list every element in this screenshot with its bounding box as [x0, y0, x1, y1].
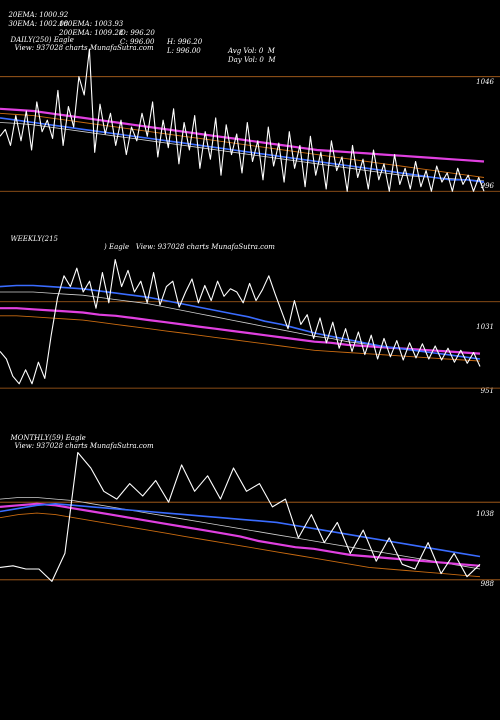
- monthly-price-line: [0, 451, 481, 582]
- monthly-tick-low: 988: [480, 580, 494, 588]
- weekly-ema-orange-line: [0, 315, 481, 362]
- monthly-ema-white-line: [0, 497, 481, 570]
- ema100-value: 100EMA: 1003.93: [59, 20, 124, 28]
- low-value: L: 996.00: [167, 47, 201, 55]
- monthly-panel-title: MONTHLY(59) Eagle: [10, 434, 86, 442]
- daily-panel-label: DAILY(250) Eagle View: 937028 charts Mun…: [6, 28, 154, 52]
- ema20-value: 20EMA: 1000.92: [8, 11, 69, 19]
- indicator-header-row2: 30EMA: 1002.08 200EMA: 1009.28 C: 996.00…: [4, 11, 275, 65]
- weekly-tick-low: 951: [480, 387, 494, 395]
- day-vol-value: Day Vol: 0 M: [228, 56, 276, 64]
- weekly-panel-source: ) Eagle View: 937028 charts MunafaSutra.…: [104, 243, 275, 251]
- monthly-ema-orange-line: [0, 512, 481, 578]
- daily-panel-source: View: 937028 charts MunafaSutra.com: [14, 44, 154, 52]
- monthly-panel-source: View: 937028 charts MunafaSutra.com: [14, 442, 154, 450]
- open-value: O: 996.20: [120, 29, 155, 37]
- weekly-price-line: [0, 259, 481, 385]
- monthly-tick-high: 1038: [476, 510, 494, 518]
- ema200-value: 200EMA: 1009.28: [59, 29, 124, 37]
- high-value: H: 996.20: [167, 38, 203, 46]
- weekly-tick-high: 1031: [476, 323, 494, 331]
- indicator-header-row1: 20EMA: 1000.92 100EMA: 1003.93 O: 996.20…: [4, 2, 275, 56]
- daily-ema-orange-line: [0, 112, 485, 178]
- close-value: C: 996.00: [120, 38, 155, 46]
- daily-ema-magenta-line: [0, 107, 485, 163]
- monthly-ema-blue-line: [0, 502, 481, 558]
- daily-price-line: [0, 48, 485, 192]
- monthly-panel-label: MONTHLY(59) Eagle View: 937028 charts Mu…: [6, 426, 154, 450]
- daily-panel-title: DAILY(250) Eagle: [10, 36, 74, 44]
- daily-ema-white-line: [0, 122, 485, 182]
- weekly-panel-label: WEEKLY(215 ) Eagle View: 937028 charts M…: [6, 227, 275, 251]
- ema30-value: 30EMA: 1002.08: [8, 20, 69, 28]
- daily-tick-high: 1046: [476, 78, 494, 86]
- daily-tick-low: 996: [480, 182, 494, 190]
- weekly-panel-title: WEEKLY(215: [10, 235, 59, 243]
- avg-vol-value: Avg Vol: 0 M: [228, 47, 275, 55]
